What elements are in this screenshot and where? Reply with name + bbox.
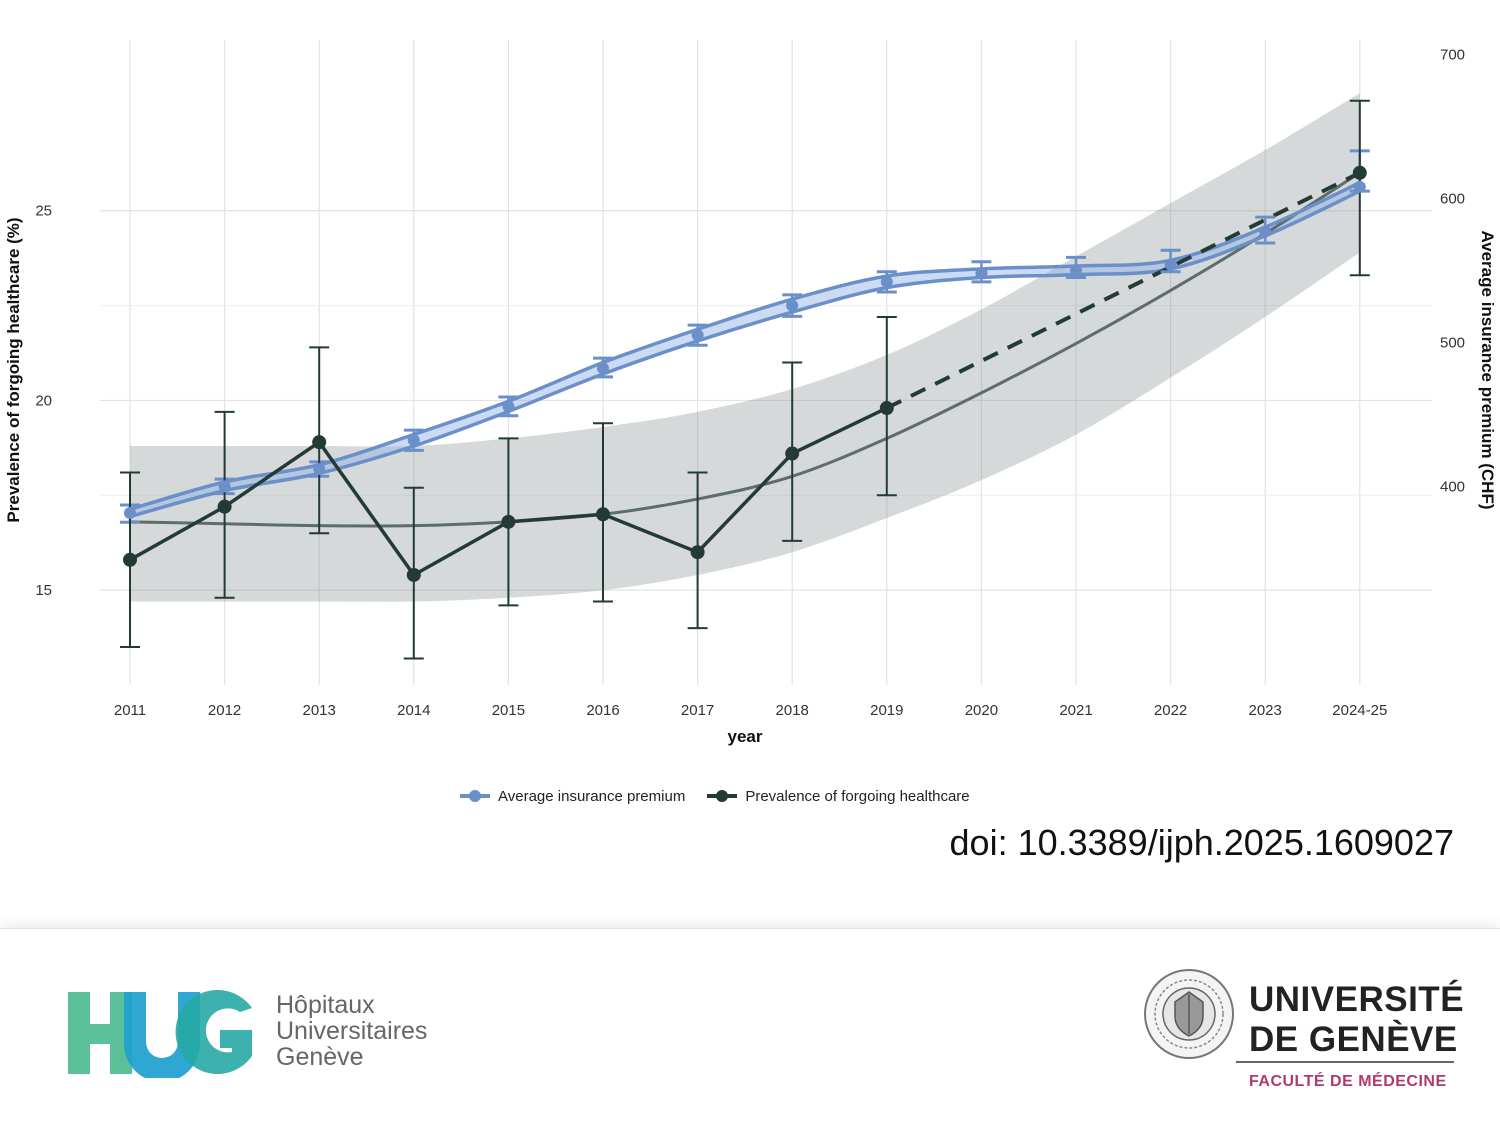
legend-key-premium [460,789,490,803]
legend: Average insurance premium Prevalence of … [460,783,970,809]
footer [0,928,1500,1126]
y-left-tick-label: 20 [35,392,52,409]
unige-divider [1236,1061,1454,1063]
premium-point [1070,264,1082,277]
premium-point [1353,180,1366,193]
chart: 2011 2012 2013 2014 2015 2016 2017 2018 2019 2020… [4,40,1497,746]
tick-labels: 2011 2012 2013 2014 2015 2016 2017 2018 2019 2020… [35,46,1465,719]
forgoing-point [501,514,516,529]
legend-key-forgoing [707,789,738,803]
x-tick-label: 2011 [114,702,146,719]
x-tick-label: 2022 [1154,702,1187,719]
premium-point [1259,225,1272,238]
x-tick-label: 2018 [776,702,809,719]
premium-point [313,463,326,476]
y-right-tick-label: 600 [1440,190,1465,207]
x-tick-label: 2012 [208,702,241,719]
hug-line-1: Hôpitaux [276,991,375,1019]
x-tick-label: 2015 [492,702,525,719]
forgoing-projection-dashed [885,171,1361,410]
x-tick-label: 2019 [870,702,903,719]
premium-point [1164,258,1177,271]
x-tick-label: 2021 [1059,702,1092,719]
premium-point [407,434,420,447]
trend-confidence-band [130,93,1360,602]
premium-point [218,480,231,493]
hug-name: Hôpitaux Universitaires Genève [276,992,427,1070]
forgoing-point [123,552,137,567]
y-right-axis-title: Average insurance premium (CHF) [1478,231,1497,510]
y-right-tick-label: 400 [1440,478,1465,495]
x-axis-title: year [728,727,763,746]
legend-label-forgoing: Prevalence of forgoing healthcare [745,787,970,805]
forgoing-point [785,446,800,461]
trend-line [129,171,1361,528]
y-left-axis-title: Prevalence of forgoing healthcare (%) [4,217,23,522]
y-right-tick-label: 500 [1440,334,1465,351]
legend-label-premium: Average insurance premium [498,787,686,805]
unige-line-2: DE GENÈVE [1249,1020,1458,1059]
x-tick-label: 2017 [681,702,714,719]
unige-faculty: FACULTÉ DE MÉDECINE [1249,1073,1447,1090]
premium-point [786,299,799,312]
hug-line-3: Genève [276,1043,364,1071]
y-right-tick-label: 700 [1440,46,1465,63]
forgoing-point [312,435,327,450]
premium-point [691,329,704,342]
data-points [123,165,1367,582]
unige-line-1: UNIVERSITÉ [1249,980,1465,1019]
premium-point [597,362,609,375]
x-tick-label: 2023 [1249,702,1282,719]
x-tick-label: 2024-25 [1332,702,1387,719]
hug-line-2: Universitaires [276,1017,428,1045]
x-tick-label: 2016 [586,702,619,719]
y-left-tick-label: 15 [35,582,52,599]
forgoing-point [596,507,610,522]
premium-band [130,182,1360,517]
x-tick-label: 2014 [397,702,430,719]
premium-point [502,400,515,413]
premium-point [124,506,136,519]
confidence-bands [130,93,1360,602]
unige-seal-icon [1144,969,1234,1059]
unige-name: UNIVERSITÉ DE GENÈVE [1249,980,1464,1060]
premium-point [880,275,893,288]
forgoing-point [217,499,232,514]
premium-point [975,267,988,280]
legend-item-forgoing[interactable]: Prevalence of forgoing healthcare [707,787,970,805]
forgoing-point [1352,165,1367,180]
forgoing-point [879,401,894,416]
y-left-tick-label: 25 [35,203,52,220]
legend-item-premium[interactable]: Average insurance premium [460,788,685,805]
error-bars [120,99,1370,660]
doi-text[interactable]: doi: 10.3389/ijph.2025.1609027 [949,822,1454,863]
forgoing-point [690,545,705,560]
forgoing-point [406,567,421,582]
x-tick-label: 2020 [965,702,998,719]
hug-logo [68,990,252,1078]
x-tick-label: 2013 [303,702,336,719]
